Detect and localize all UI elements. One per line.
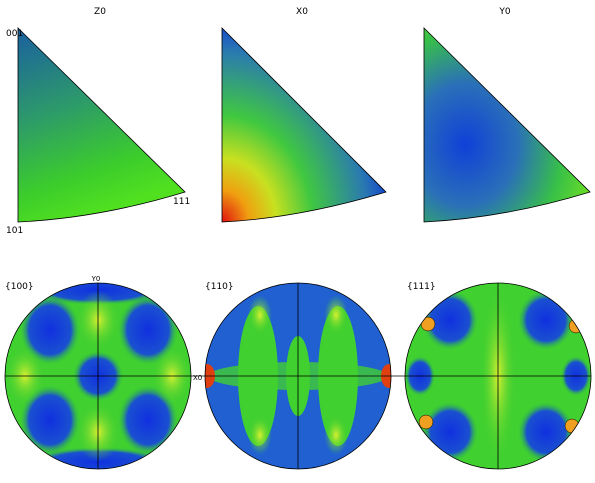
pf-label: {110} bbox=[205, 282, 234, 292]
ipf-title: X0 bbox=[296, 7, 308, 17]
ipf-triangle bbox=[221, 27, 387, 223]
axis-label: Y0 bbox=[91, 275, 101, 283]
pole-figure bbox=[205, 283, 391, 469]
ipf-triangle bbox=[423, 27, 591, 223]
pole-figure bbox=[5, 283, 191, 469]
corner-label: 111 bbox=[173, 197, 190, 207]
pole-figure bbox=[405, 283, 591, 469]
pf-label: {100} bbox=[5, 282, 34, 292]
corner-label: 001 bbox=[6, 29, 23, 39]
ipf-title: Z0 bbox=[94, 7, 106, 17]
pole-figure-frame bbox=[4, 282, 592, 470]
ipf-triangle bbox=[17, 27, 186, 223]
pf-label: {111} bbox=[407, 282, 436, 292]
ipf-title: Y0 bbox=[498, 7, 510, 17]
axis-label: X0 bbox=[193, 374, 202, 382]
corner-label: 101 bbox=[6, 226, 23, 236]
